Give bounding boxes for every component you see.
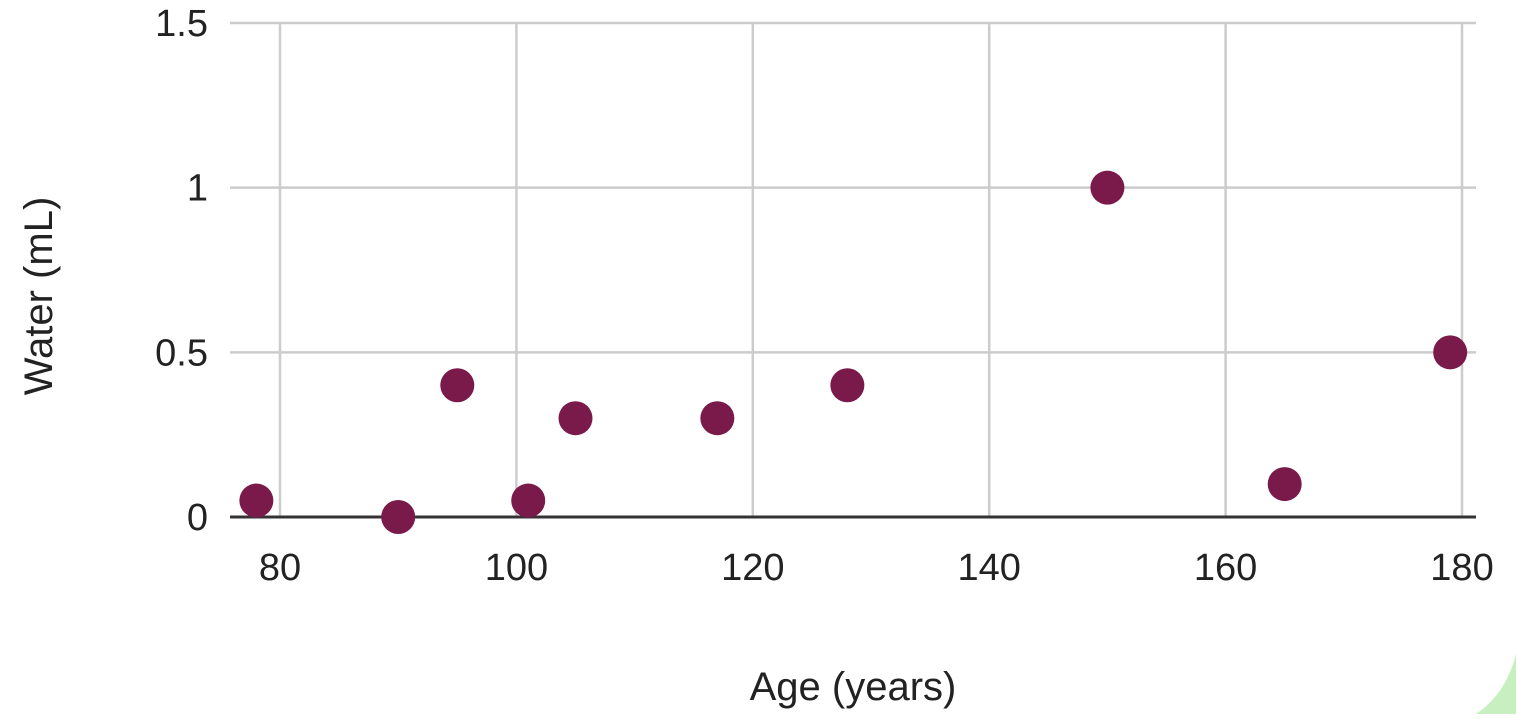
data-point bbox=[511, 483, 546, 518]
y-tick-label: 1.5 bbox=[155, 3, 208, 45]
corner-decoration bbox=[1476, 654, 1516, 714]
data-point bbox=[1433, 335, 1468, 370]
data-point bbox=[239, 483, 274, 518]
y-tick-label: 0.5 bbox=[155, 332, 208, 374]
y-tick-label: 1 bbox=[187, 168, 208, 210]
x-tick-label: 120 bbox=[721, 547, 784, 589]
x-axis-title: Age (years) bbox=[750, 665, 957, 709]
data-point bbox=[830, 368, 865, 403]
x-tick-label: 160 bbox=[1194, 547, 1257, 589]
x-tick-label: 180 bbox=[1430, 547, 1493, 589]
grid-layer bbox=[230, 21, 1476, 517]
tick-labels: 80 100 120 140 160 180 0 0.5 1 1.5 bbox=[155, 3, 1494, 589]
data-point bbox=[1090, 170, 1125, 205]
data-points bbox=[239, 170, 1468, 534]
x-tick-label: 80 bbox=[259, 547, 301, 589]
y-tick-label: 0 bbox=[187, 497, 208, 539]
data-point bbox=[381, 500, 416, 534]
data-point bbox=[558, 401, 593, 436]
data-point bbox=[440, 368, 475, 403]
x-tick-label: 100 bbox=[485, 547, 548, 589]
x-tick-label: 140 bbox=[957, 547, 1020, 589]
data-point bbox=[700, 401, 735, 436]
data-point bbox=[1267, 467, 1302, 502]
y-axis-title: Water (mL) bbox=[17, 197, 61, 396]
